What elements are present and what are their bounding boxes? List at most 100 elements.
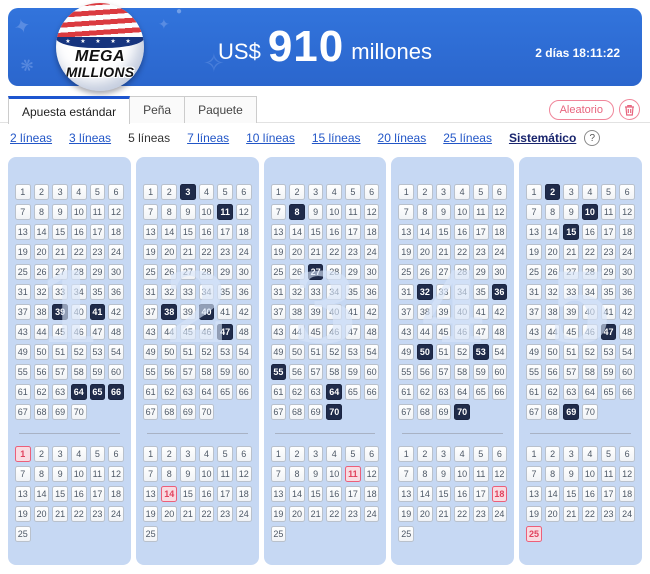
megaball-number-cell[interactable]: 7 xyxy=(270,466,287,482)
main-number-cell[interactable]: 13 xyxy=(398,224,415,240)
main-number-cell[interactable]: 29 xyxy=(600,264,617,280)
main-number-cell[interactable]: 20 xyxy=(544,244,561,260)
main-number-cell[interactable]: 47 xyxy=(345,324,361,340)
main-number-cell[interactable]: 68 xyxy=(289,404,305,420)
main-number-cell[interactable]: 67 xyxy=(398,404,415,420)
main-number-cell[interactable]: 17 xyxy=(345,224,361,240)
main-number-cell[interactable]: 17 xyxy=(472,224,489,240)
main-number-cell[interactable]: 37 xyxy=(270,304,287,320)
main-number-cell[interactable]: 38 xyxy=(544,304,561,320)
main-number-cell[interactable]: 39 xyxy=(563,304,580,320)
trash-button[interactable] xyxy=(619,99,640,120)
megaball-number-cell[interactable]: 2 xyxy=(289,446,305,462)
main-number-cell[interactable]: 2 xyxy=(544,184,561,200)
main-number-cell[interactable]: 24 xyxy=(108,244,124,260)
main-number-cell[interactable]: 25 xyxy=(142,264,159,280)
main-number-cell[interactable]: 65 xyxy=(345,384,361,400)
megaball-number-cell[interactable]: 13 xyxy=(270,486,287,502)
main-number-cell[interactable]: 15 xyxy=(563,224,580,240)
main-number-cell[interactable]: 14 xyxy=(544,224,561,240)
main-number-cell[interactable]: 61 xyxy=(15,384,31,400)
main-number-cell[interactable]: 38 xyxy=(289,304,305,320)
main-number-cell[interactable]: 2 xyxy=(417,184,433,200)
main-number-cell[interactable]: 67 xyxy=(270,404,287,420)
main-number-cell[interactable]: 64 xyxy=(454,384,470,400)
main-number-cell[interactable]: 12 xyxy=(619,204,635,220)
main-number-cell[interactable]: 53 xyxy=(217,344,233,360)
main-number-cell[interactable]: 40 xyxy=(326,304,343,320)
main-number-cell[interactable]: 58 xyxy=(70,364,87,380)
main-number-cell[interactable]: 9 xyxy=(563,204,580,220)
main-number-cell[interactable]: 4 xyxy=(454,184,470,200)
main-number-cell[interactable]: 36 xyxy=(235,284,252,300)
main-number-cell[interactable]: 40 xyxy=(454,304,470,320)
megaball-number-cell[interactable]: 24 xyxy=(235,506,252,522)
main-number-cell[interactable]: 38 xyxy=(417,304,433,320)
main-number-cell[interactable]: 21 xyxy=(180,244,196,260)
main-number-cell[interactable]: 24 xyxy=(235,244,252,260)
megaball-number-cell[interactable]: 15 xyxy=(52,486,68,502)
main-number-cell[interactable]: 49 xyxy=(270,344,287,360)
line-option-sistematico[interactable]: Sistemático xyxy=(508,131,577,145)
megaball-number-cell[interactable]: 6 xyxy=(363,446,380,462)
main-number-cell[interactable]: 46 xyxy=(198,324,215,340)
megaball-number-cell[interactable]: 22 xyxy=(454,506,470,522)
megaball-number-cell[interactable]: 25 xyxy=(526,526,542,542)
main-number-cell[interactable]: 29 xyxy=(217,264,233,280)
main-number-cell[interactable]: 35 xyxy=(472,284,489,300)
main-number-cell[interactable]: 42 xyxy=(235,304,252,320)
main-number-cell[interactable]: 23 xyxy=(600,244,617,260)
main-number-cell[interactable]: 62 xyxy=(544,384,561,400)
megaball-number-cell[interactable]: 14 xyxy=(161,486,178,502)
megaball-number-cell[interactable]: 14 xyxy=(33,486,50,502)
megaball-number-cell[interactable]: 5 xyxy=(345,446,361,462)
main-number-cell[interactable]: 4 xyxy=(582,184,598,200)
main-number-cell[interactable]: 48 xyxy=(235,324,252,340)
main-number-cell[interactable]: 57 xyxy=(435,364,452,380)
main-number-cell[interactable]: 33 xyxy=(52,284,68,300)
main-number-cell[interactable]: 37 xyxy=(142,304,159,320)
main-number-cell[interactable]: 46 xyxy=(326,324,343,340)
megaball-number-cell[interactable]: 18 xyxy=(235,486,252,502)
megaball-number-cell[interactable]: 5 xyxy=(217,446,233,462)
main-number-cell[interactable]: 11 xyxy=(345,204,361,220)
main-number-cell[interactable]: 68 xyxy=(544,404,561,420)
main-number-cell[interactable]: 11 xyxy=(600,204,617,220)
main-number-cell[interactable]: 1 xyxy=(270,184,287,200)
main-number-cell[interactable]: 21 xyxy=(563,244,580,260)
megaball-number-cell[interactable]: 4 xyxy=(70,446,87,462)
megaball-number-cell[interactable]: 10 xyxy=(326,466,343,482)
main-number-cell[interactable]: 59 xyxy=(345,364,361,380)
main-number-cell[interactable]: 54 xyxy=(491,344,508,360)
main-number-cell[interactable]: 32 xyxy=(161,284,178,300)
megaball-number-cell[interactable]: 1 xyxy=(398,446,415,462)
megaball-number-cell[interactable]: 21 xyxy=(435,506,452,522)
main-number-cell[interactable]: 63 xyxy=(563,384,580,400)
main-number-cell[interactable]: 10 xyxy=(326,204,343,220)
tab-apuesta-estandar[interactable]: Apuesta estándar xyxy=(8,96,131,124)
main-number-cell[interactable]: 59 xyxy=(472,364,489,380)
main-number-cell[interactable]: 70 xyxy=(582,404,598,420)
megaball-number-cell[interactable]: 24 xyxy=(363,506,380,522)
main-number-cell[interactable]: 37 xyxy=(398,304,415,320)
main-number-cell[interactable]: 67 xyxy=(142,404,159,420)
main-number-cell[interactable]: 32 xyxy=(544,284,561,300)
main-number-cell[interactable]: 28 xyxy=(454,264,470,280)
megaball-number-cell[interactable]: 13 xyxy=(398,486,415,502)
main-number-cell[interactable]: 66 xyxy=(619,384,635,400)
main-number-cell[interactable]: 24 xyxy=(619,244,635,260)
megaball-number-cell[interactable]: 8 xyxy=(161,466,178,482)
main-number-cell[interactable]: 49 xyxy=(15,344,31,360)
main-number-cell[interactable]: 49 xyxy=(398,344,415,360)
main-number-cell[interactable]: 41 xyxy=(89,304,106,320)
main-number-cell[interactable]: 13 xyxy=(142,224,159,240)
main-number-cell[interactable]: 50 xyxy=(289,344,305,360)
main-number-cell[interactable]: 64 xyxy=(582,384,598,400)
megaball-number-cell[interactable]: 12 xyxy=(235,466,252,482)
main-number-cell[interactable]: 12 xyxy=(235,204,252,220)
main-number-cell[interactable]: 19 xyxy=(526,244,542,260)
megaball-number-cell[interactable]: 21 xyxy=(52,506,68,522)
megaball-number-cell[interactable]: 22 xyxy=(70,506,87,522)
main-number-cell[interactable]: 1 xyxy=(526,184,542,200)
main-number-cell[interactable]: 11 xyxy=(472,204,489,220)
